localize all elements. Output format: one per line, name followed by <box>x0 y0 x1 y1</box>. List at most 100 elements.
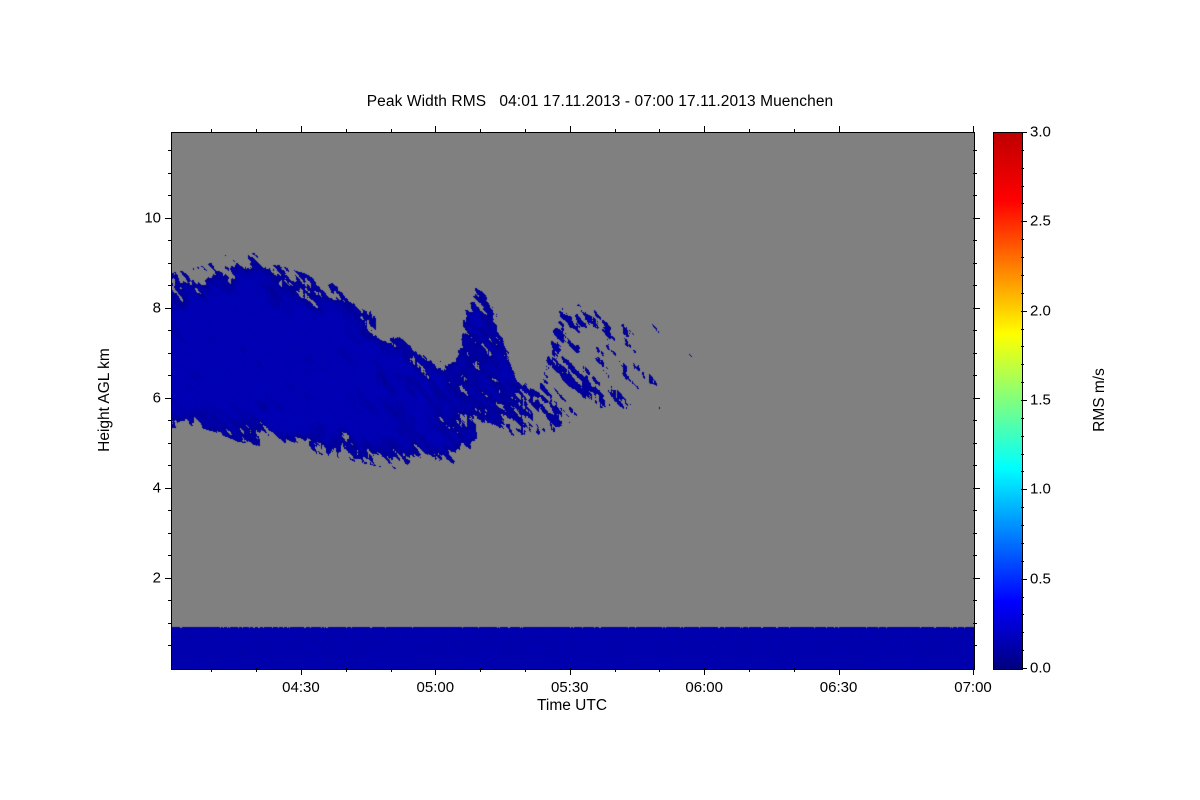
colorbar-tick-minor <box>1021 167 1024 169</box>
colorbar-tick-label-0.5: 0.5 <box>1030 570 1051 588</box>
x-tick-minor-top <box>480 129 482 133</box>
colorbar-tick-minor <box>1021 382 1024 384</box>
colorbar-tick-major <box>1021 578 1027 580</box>
y-tick-major <box>165 307 172 309</box>
x-tick-minor-top <box>748 129 750 133</box>
colorbar-tick-minor <box>1021 364 1024 366</box>
colorbar <box>993 132 1023 670</box>
y-axis-label: Height AGL km <box>96 348 113 452</box>
y-tick-minor-right <box>973 150 977 152</box>
y-tick-label-6: 6 <box>152 389 161 407</box>
x-tick-minor <box>345 668 347 672</box>
heatmap-canvas <box>172 133 974 669</box>
colorbar-tick-major <box>1021 221 1027 223</box>
x-tick-label-05:00: 05:00 <box>416 679 455 696</box>
colorbar-tick-label-3.0: 3.0 <box>1030 123 1051 141</box>
x-tick-minor <box>480 668 482 672</box>
y-tick-major-right <box>973 397 980 399</box>
y-tick-minor-right <box>973 352 977 354</box>
x-tick-major-top <box>704 126 706 133</box>
colorbar-tick-minor <box>1021 596 1024 598</box>
x-tick-label-07:00: 07:00 <box>954 679 992 696</box>
colorbar-tick-major <box>1021 668 1027 669</box>
colorbar-tick-minor <box>1021 542 1024 544</box>
y-tick-minor-right <box>973 420 977 422</box>
x-tick-major <box>569 668 571 675</box>
x-tick-label-04:30: 04:30 <box>282 679 320 696</box>
colorbar-tick-minor <box>1021 292 1024 294</box>
colorbar-tick-minor <box>1021 614 1024 616</box>
x-tick-major <box>704 668 706 675</box>
y-tick-minor-right <box>973 240 977 242</box>
y-tick-major <box>165 397 172 399</box>
plot-area <box>171 132 975 670</box>
y-tick-minor <box>168 352 172 354</box>
x-tick-major-top <box>435 126 437 133</box>
x-tick-minor-top <box>345 129 347 133</box>
colorbar-tick-minor <box>1021 257 1024 259</box>
y-tick-minor <box>168 240 172 242</box>
y-tick-minor <box>168 262 172 264</box>
x-tick-minor <box>524 668 526 672</box>
y-tick-minor <box>168 330 172 332</box>
x-tick-major <box>838 668 840 675</box>
x-tick-label-06:00: 06:00 <box>685 679 723 696</box>
x-tick-minor-top <box>614 129 616 133</box>
colorbar-tick-minor <box>1021 239 1024 241</box>
y-tick-minor <box>168 510 172 512</box>
x-tick-label-05:30: 05:30 <box>550 679 589 696</box>
x-tick-major-top <box>300 126 302 133</box>
y-tick-minor-right <box>973 645 977 647</box>
x-tick-major-top <box>838 126 840 133</box>
colorbar-tick-minor <box>1021 560 1024 562</box>
y-tick-major-right <box>973 487 980 489</box>
colorbar-tick-major <box>1021 400 1027 401</box>
y-tick-label-10: 10 <box>144 209 161 227</box>
y-tick-label-2: 2 <box>152 569 161 587</box>
colorbar-tick-minor <box>1021 328 1024 330</box>
x-tick-major-top <box>973 126 974 133</box>
y-tick-minor-right <box>973 262 977 264</box>
y-tick-major-right <box>973 217 980 219</box>
colorbar-tick-minor <box>1021 632 1024 634</box>
colorbar-tick-minor <box>1021 471 1024 473</box>
y-tick-minor <box>168 172 172 174</box>
colorbar-tick-minor <box>1021 149 1024 151</box>
colorbar-tick-minor <box>1021 435 1024 437</box>
y-tick-minor-right <box>973 465 977 467</box>
x-tick-major-top <box>569 126 571 133</box>
x-tick-minor <box>256 668 258 672</box>
x-tick-major <box>300 668 302 675</box>
y-tick-minor <box>168 465 172 467</box>
colorbar-tick-major <box>1021 310 1027 312</box>
colorbar-tick-minor <box>1021 274 1024 276</box>
colorbar-tick-label-2.5: 2.5 <box>1030 212 1051 230</box>
y-tick-major-right <box>973 577 980 579</box>
y-tick-minor-right <box>973 285 977 287</box>
colorbar-tick-minor <box>1021 507 1024 509</box>
x-tick-minor <box>793 668 795 672</box>
y-tick-minor <box>168 420 172 422</box>
x-tick-minor <box>614 668 616 672</box>
y-tick-minor <box>168 285 172 287</box>
x-tick-minor-top <box>793 129 795 133</box>
y-tick-label-8: 8 <box>152 299 161 317</box>
x-tick-minor <box>211 668 213 672</box>
y-tick-major <box>165 577 172 579</box>
chart-title: Peak Width RMS 04:01 17.11.2013 - 07:00 … <box>366 93 834 110</box>
x-tick-minor <box>659 668 661 672</box>
y-tick-minor <box>168 600 172 602</box>
x-tick-minor <box>748 668 750 672</box>
colorbar-gradient <box>994 133 1022 669</box>
x-tick-major <box>973 668 974 675</box>
y-tick-minor <box>168 645 172 647</box>
colorbar-tick-minor <box>1021 185 1024 187</box>
y-tick-minor-right <box>973 600 977 602</box>
x-tick-minor-top <box>256 129 258 133</box>
x-tick-minor <box>390 668 392 672</box>
x-tick-major <box>435 668 437 675</box>
y-tick-minor <box>168 532 172 534</box>
y-tick-minor <box>168 442 172 444</box>
colorbar-tick-minor <box>1021 453 1024 455</box>
x-tick-minor-top <box>524 129 526 133</box>
